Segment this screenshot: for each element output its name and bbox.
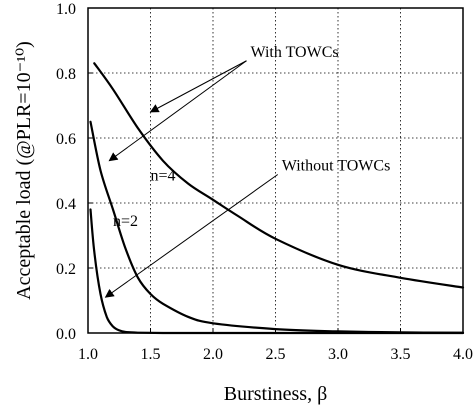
- annotation-arrow: [104, 174, 279, 298]
- x-tick-label: 1.5: [141, 346, 161, 363]
- x-tick-label: 2.0: [203, 346, 223, 363]
- series-line-n2: [89, 120, 465, 334]
- annotation-with-towcs: With TOWCs: [251, 44, 339, 61]
- y-axis-label: Acceptable load (@PLR=10⁻¹⁰): [13, 41, 35, 300]
- annotation-without-towcs: Without TOWCs: [282, 158, 391, 175]
- y-tick-label: 0.8: [56, 66, 76, 83]
- x-tick-label: 4.0: [453, 346, 473, 363]
- x-tick-label: 1.0: [78, 346, 98, 363]
- y-tick-label: 0.4: [56, 196, 76, 213]
- x-tick-label: 3.0: [328, 346, 348, 363]
- grid: [88, 8, 463, 333]
- annotations: With TOWCs Without TOWCs n=4 n=2: [104, 44, 391, 298]
- annotation-arrow: [149, 60, 247, 113]
- x-tick-label: 3.5: [391, 346, 411, 363]
- x-axis-label: Burstiness, β: [224, 383, 328, 405]
- series-lines: [89, 62, 465, 335]
- y-tick-label: 0.0: [56, 326, 76, 343]
- y-tick-label: 1.0: [56, 1, 76, 18]
- annotation-n2: n=2: [113, 213, 138, 230]
- tick-labels: 1.0 1.5 2.0 2.5 3.0 3.5 4.0 0.0 0.2 0.4 0.6 0.8 1.0: [56, 1, 473, 363]
- annotation-n4: n=4: [150, 167, 175, 184]
- y-tick-label: 0.2: [56, 261, 76, 278]
- y-tick-label: 0.6: [56, 131, 76, 148]
- x-tick-label: 2.5: [266, 346, 286, 363]
- series-line-n4: [93, 62, 465, 289]
- annotation-arrow: [108, 60, 247, 162]
- series-line-without-towcs: [89, 208, 465, 335]
